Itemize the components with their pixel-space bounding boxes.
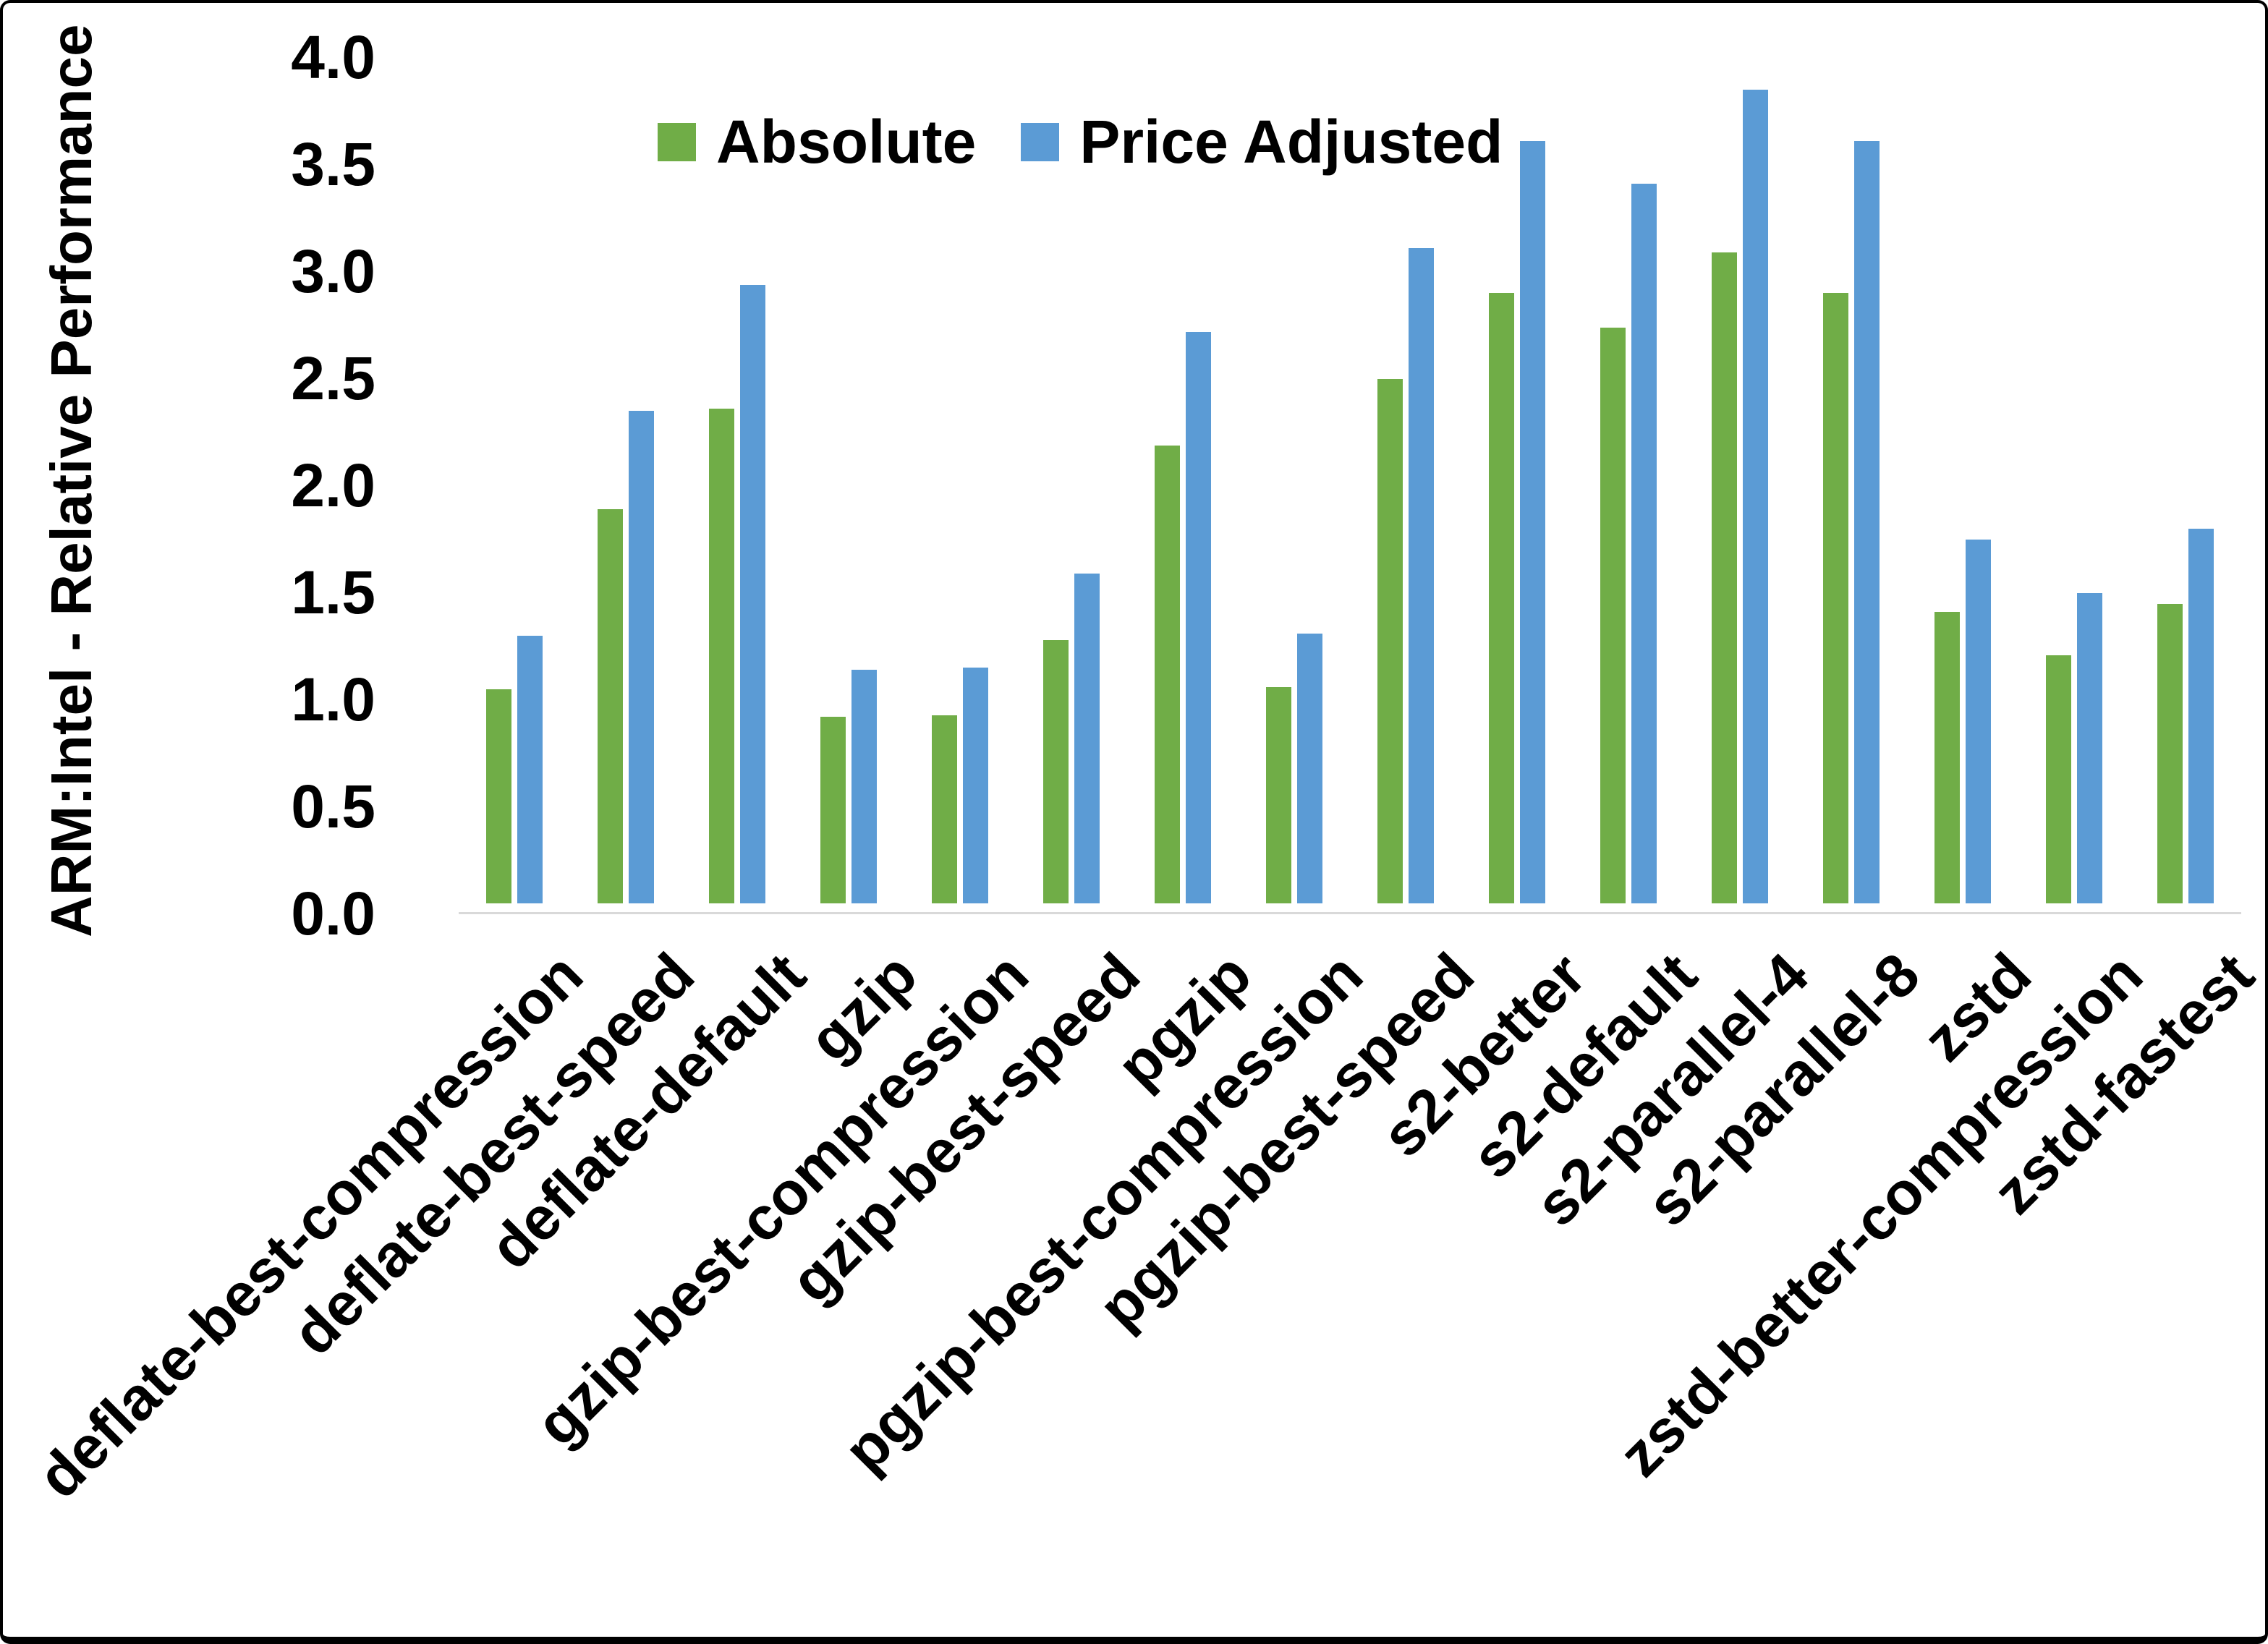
y-tick-label: 2.5 <box>291 344 375 412</box>
legend-label-price-adjusted: Price Adjusted <box>1079 108 1503 176</box>
y-tick-label: 2.0 <box>291 451 375 519</box>
bar-group-s2-better <box>1461 141 1573 903</box>
bar-price-adjusted-pgzip-best-speed <box>1409 248 1434 903</box>
bar-price-adjusted-zstd-better-compression <box>2077 593 2102 903</box>
bar-price-adjusted-s2-better <box>1520 141 1545 903</box>
y-tick-label: 3.0 <box>291 237 375 305</box>
bar-group-s2-parallel-4 <box>1684 90 1796 903</box>
bar-group-s2-parallel-8 <box>1796 141 1907 903</box>
bar-group-deflate-best-compression <box>459 636 570 903</box>
legend-label-absolute: Absolute <box>716 108 977 176</box>
bar-absolute-gzip <box>820 717 846 903</box>
legend: Absolute Price Adjusted <box>658 104 1503 179</box>
bar-group-gzip-best-speed <box>1016 574 1127 903</box>
bar-absolute-zstd <box>1934 612 1960 903</box>
bar-absolute-deflate-default <box>709 409 734 903</box>
y-tick-label: 1.5 <box>291 558 375 626</box>
bar-absolute-gzip-best-speed <box>1043 640 1069 903</box>
bar-absolute-s2-parallel-8 <box>1823 293 1848 903</box>
legend-item-absolute: Absolute <box>658 104 976 179</box>
y-tick-label: 1.0 <box>291 665 375 733</box>
y-tick-label: 0.5 <box>291 772 375 840</box>
bar-absolute-deflate-best-compression <box>486 689 511 903</box>
bar-price-adjusted-zstd <box>1966 540 1991 903</box>
y-axis-title: ARM:Intel - Relative Performance <box>39 24 103 937</box>
y-tick-label: 0.0 <box>291 880 375 947</box>
bar-price-adjusted-pgzip-best-compression <box>1297 634 1322 903</box>
bar-absolute-s2-parallel-4 <box>1712 252 1737 903</box>
bar-group-zstd <box>1907 540 2018 903</box>
bar-absolute-zstd-better-compression <box>2046 655 2071 903</box>
bar-group-zstd-better-compression <box>2018 593 2130 903</box>
bar-price-adjusted-gzip <box>851 670 877 903</box>
bar-absolute-deflate-best-speed <box>598 509 623 903</box>
price-adjusted-series-swatch-icon <box>1021 122 1060 161</box>
bar-group-zstd-fastest <box>2130 529 2241 903</box>
y-tick-label: 3.5 <box>291 130 375 198</box>
bar-absolute-pgzip-best-speed <box>1377 379 1403 903</box>
bar-group-gzip <box>793 670 904 903</box>
bar-group-deflate-default <box>681 285 793 903</box>
bar-group-s2-default <box>1573 184 1684 903</box>
bar-group-gzip-best-compression <box>904 668 1016 903</box>
bar-group-pgzip-best-compression <box>1239 634 1350 903</box>
bar-group-deflate-best-speed <box>570 411 681 903</box>
bar-price-adjusted-deflate-default <box>740 285 765 903</box>
bar-price-adjusted-deflate-best-compression <box>517 636 543 903</box>
bar-price-adjusted-deflate-best-speed <box>629 411 654 903</box>
bar-price-adjusted-s2-parallel-4 <box>1743 90 1768 903</box>
bar-price-adjusted-pgzip <box>1186 332 1211 903</box>
bar-group-pgzip-best-speed <box>1350 248 1461 903</box>
bar-price-adjusted-zstd-fastest <box>2188 529 2214 903</box>
bar-price-adjusted-s2-parallel-8 <box>1854 141 1880 903</box>
bar-absolute-zstd-fastest <box>2157 604 2183 903</box>
bar-price-adjusted-gzip-best-compression <box>963 668 988 903</box>
bar-price-adjusted-gzip-best-speed <box>1074 574 1100 903</box>
absolute-series-swatch-icon <box>658 122 696 161</box>
bar-absolute-pgzip-best-compression <box>1266 687 1291 903</box>
bar-absolute-pgzip <box>1155 446 1180 903</box>
bar-absolute-gzip-best-compression <box>932 715 957 903</box>
legend-item-price-adjusted: Price Adjusted <box>1021 104 1503 179</box>
bar-absolute-s2-better <box>1489 293 1514 903</box>
bar-absolute-s2-default <box>1600 328 1626 903</box>
x-axis-line <box>459 912 2241 914</box>
y-tick-label: 4.0 <box>291 23 375 91</box>
bar-price-adjusted-s2-default <box>1631 184 1657 903</box>
bar-group-pgzip <box>1127 332 1239 903</box>
